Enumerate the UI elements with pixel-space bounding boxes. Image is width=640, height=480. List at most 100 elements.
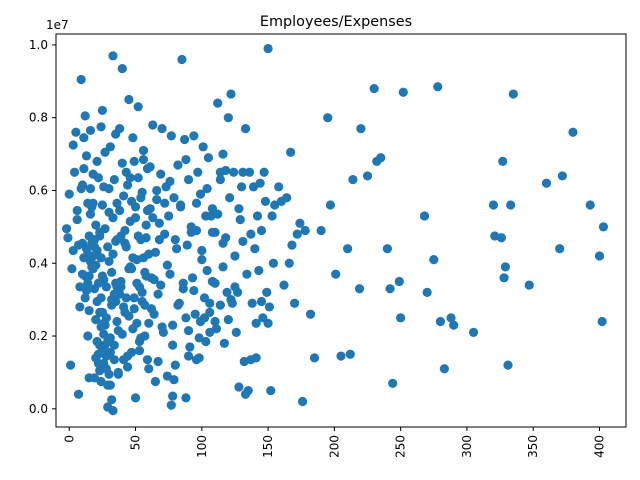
data-point (234, 204, 244, 214)
data-point (111, 296, 121, 307)
data-point (496, 233, 506, 243)
data-point (260, 196, 271, 206)
data-point (165, 269, 175, 279)
data-point (137, 187, 147, 197)
data-point (178, 278, 188, 288)
data-point (164, 211, 174, 221)
data-point (154, 218, 164, 228)
data-point (85, 184, 96, 194)
data-point (468, 327, 479, 337)
data-point (568, 127, 578, 137)
data-point (182, 240, 192, 250)
data-point (254, 265, 264, 276)
data-point (140, 300, 150, 310)
data-point (336, 351, 346, 361)
data-point (76, 74, 86, 85)
data-point (120, 307, 130, 317)
y-tick-label: 0.0 (29, 402, 48, 416)
data-point (541, 178, 552, 188)
data-point (267, 211, 277, 221)
x-tick-label: 350 (526, 435, 540, 458)
data-point (201, 336, 211, 347)
data-point (218, 238, 228, 248)
data-point (176, 202, 186, 212)
data-point (362, 171, 373, 181)
data-point (181, 154, 191, 165)
data-point (388, 378, 398, 388)
data-point (585, 200, 595, 210)
data-point (113, 369, 123, 379)
data-point (134, 282, 145, 292)
data-point (72, 205, 82, 216)
data-point (136, 333, 146, 343)
data-point (229, 167, 239, 177)
data-point (126, 347, 137, 357)
x-tick-label: 400 (592, 435, 606, 458)
data-point (202, 265, 212, 276)
data-point (150, 376, 161, 387)
scatter-points (62, 43, 609, 416)
data-point (446, 313, 456, 323)
data-point (81, 285, 92, 296)
data-point (166, 400, 176, 410)
data-point (91, 260, 101, 270)
data-point (508, 89, 518, 99)
x-tick-label: 100 (195, 435, 209, 458)
data-point (323, 113, 333, 123)
data-point (138, 253, 149, 263)
data-point (134, 345, 145, 356)
data-point (81, 151, 92, 161)
data-point (148, 120, 158, 130)
data-point (292, 229, 302, 239)
data-point (97, 307, 107, 317)
data-point (133, 231, 143, 241)
data-point (179, 134, 190, 145)
data-point (117, 329, 127, 339)
data-point (435, 316, 446, 327)
data-point (89, 242, 100, 252)
data-point (133, 173, 143, 183)
data-point (173, 300, 183, 310)
data-point (210, 316, 220, 327)
data-point (116, 231, 126, 241)
data-point (121, 242, 131, 252)
data-point (68, 140, 78, 150)
y-tick-label: 0.8 (29, 111, 48, 125)
data-point (68, 245, 78, 256)
data-point (199, 293, 210, 303)
data-point (394, 276, 404, 287)
data-point (153, 289, 163, 299)
data-point (189, 285, 199, 296)
data-point (79, 164, 89, 174)
data-point (80, 111, 90, 121)
data-point (162, 260, 172, 270)
data-point (221, 165, 231, 176)
data-point (251, 318, 261, 328)
data-point (104, 369, 114, 379)
data-point (112, 282, 122, 292)
y-tick-label: 1.0 (29, 38, 48, 52)
data-point (287, 240, 297, 250)
data-point (266, 386, 276, 396)
data-point (197, 245, 207, 256)
data-point (419, 211, 430, 221)
data-point (230, 282, 240, 292)
data-point (124, 94, 134, 105)
data-point (205, 307, 215, 317)
data-point (101, 282, 111, 292)
data-point (172, 244, 182, 254)
data-point (309, 353, 320, 363)
data-point (73, 389, 84, 399)
data-point (598, 222, 609, 232)
data-point (156, 169, 166, 179)
data-point (97, 105, 107, 116)
data-point (83, 278, 93, 288)
data-point (250, 244, 260, 254)
data-point (295, 218, 305, 228)
data-point (122, 362, 133, 372)
data-point (99, 329, 109, 339)
data-point (96, 376, 106, 387)
data-point (76, 184, 86, 194)
